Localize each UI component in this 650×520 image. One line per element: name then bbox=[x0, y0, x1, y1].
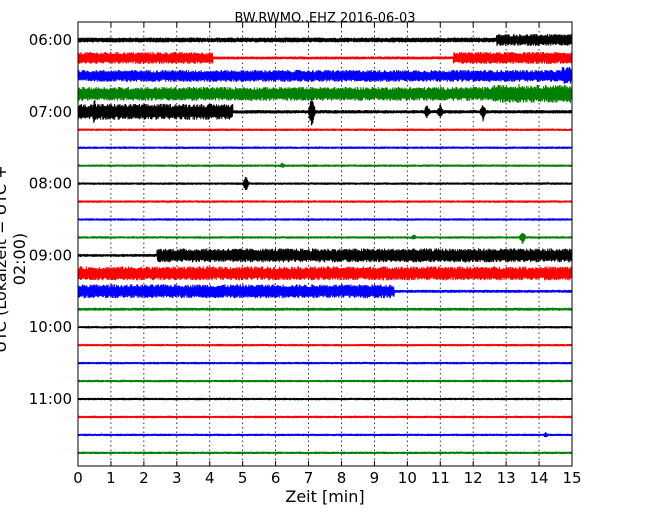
trace-1000 bbox=[77, 324, 573, 330]
trace-0615 bbox=[77, 51, 573, 64]
trace-line bbox=[77, 83, 573, 104]
trace-line bbox=[77, 97, 573, 126]
trace-line bbox=[77, 146, 573, 149]
x-tick-label: 15 bbox=[562, 469, 581, 487]
trace-1015 bbox=[77, 343, 573, 347]
x-axis-label: Zeit [min] bbox=[285, 487, 365, 506]
trace-0715 bbox=[77, 128, 573, 132]
trace-0915 bbox=[77, 266, 573, 281]
trace-line bbox=[77, 379, 573, 383]
x-tick-label: 10 bbox=[398, 469, 417, 487]
x-tick-label: 14 bbox=[530, 469, 549, 487]
trace-line bbox=[77, 397, 573, 401]
trace-1145 bbox=[77, 450, 573, 455]
trace-line bbox=[77, 200, 573, 205]
trace-line bbox=[77, 361, 573, 365]
x-tick-label: 9 bbox=[370, 469, 380, 487]
trace-0630 bbox=[77, 66, 573, 84]
trace-1115 bbox=[77, 415, 573, 419]
trace-0930 bbox=[77, 284, 573, 299]
trace-0730 bbox=[77, 146, 573, 149]
x-tick-label: 0 bbox=[73, 469, 83, 487]
trace-line bbox=[77, 343, 573, 347]
x-tick-label: 11 bbox=[431, 469, 450, 487]
trace-0815 bbox=[77, 200, 573, 205]
trace-1100 bbox=[77, 397, 573, 401]
y-tick-label: 08:00 bbox=[29, 175, 72, 193]
trace-0945 bbox=[77, 307, 573, 311]
x-tick-label: 13 bbox=[497, 469, 516, 487]
trace-line bbox=[77, 415, 573, 419]
trace-line bbox=[77, 324, 573, 330]
trace-line bbox=[77, 248, 573, 263]
y-tick-label: 07:00 bbox=[29, 103, 72, 121]
x-tick-label: 4 bbox=[205, 469, 215, 487]
y-tick-label: 09:00 bbox=[29, 246, 72, 264]
trace-line bbox=[77, 51, 573, 64]
trace-0600 bbox=[77, 33, 573, 47]
trace-1130 bbox=[77, 431, 573, 438]
x-tick-label: 3 bbox=[172, 469, 182, 487]
trace-0830 bbox=[77, 218, 573, 221]
axis-ticks: 0 1 2 3 4 5 6 7 8 9 10 11 12 13 14 1506:0007:0008:0009:… bbox=[29, 22, 582, 487]
trace-line bbox=[77, 307, 573, 311]
trace-line bbox=[77, 232, 573, 244]
trace-line bbox=[77, 218, 573, 221]
y-tick-label: 11:00 bbox=[29, 390, 72, 408]
grid-lines bbox=[110, 22, 540, 466]
x-tick-label: 2 bbox=[139, 469, 149, 487]
trace-0800 bbox=[77, 176, 573, 191]
seismic-traces bbox=[77, 33, 573, 455]
x-tick-label: 1 bbox=[106, 469, 116, 487]
trace-line bbox=[77, 66, 573, 84]
trace-line bbox=[77, 33, 573, 47]
x-tick-label: 5 bbox=[238, 469, 248, 487]
trace-0745 bbox=[77, 162, 573, 168]
x-tick-label: 8 bbox=[337, 469, 347, 487]
trace-line bbox=[77, 431, 573, 438]
trace-line bbox=[77, 284, 573, 299]
trace-0845 bbox=[77, 232, 573, 244]
trace-0700 bbox=[77, 97, 573, 126]
trace-0900 bbox=[77, 248, 573, 263]
trace-line bbox=[77, 162, 573, 168]
x-tick-label: 12 bbox=[464, 469, 483, 487]
trace-line bbox=[77, 176, 573, 191]
y-tick-label: 06:00 bbox=[29, 31, 72, 49]
plot-frame bbox=[77, 21, 573, 467]
trace-1045 bbox=[77, 379, 573, 383]
trace-0645 bbox=[77, 83, 573, 104]
y-axis-label: UTC (Lokalzeit = UTC + 02:00) bbox=[0, 165, 29, 353]
trace-1030 bbox=[77, 361, 573, 365]
trace-line bbox=[77, 266, 573, 281]
x-tick-label: 7 bbox=[304, 469, 314, 487]
trace-line bbox=[77, 450, 573, 455]
x-tick-label: 6 bbox=[271, 469, 281, 487]
trace-line bbox=[77, 128, 573, 132]
chart-title: BW.RWMO..EHZ 2016-06-03 bbox=[234, 11, 416, 26]
y-tick-label: 10:00 bbox=[29, 318, 72, 336]
